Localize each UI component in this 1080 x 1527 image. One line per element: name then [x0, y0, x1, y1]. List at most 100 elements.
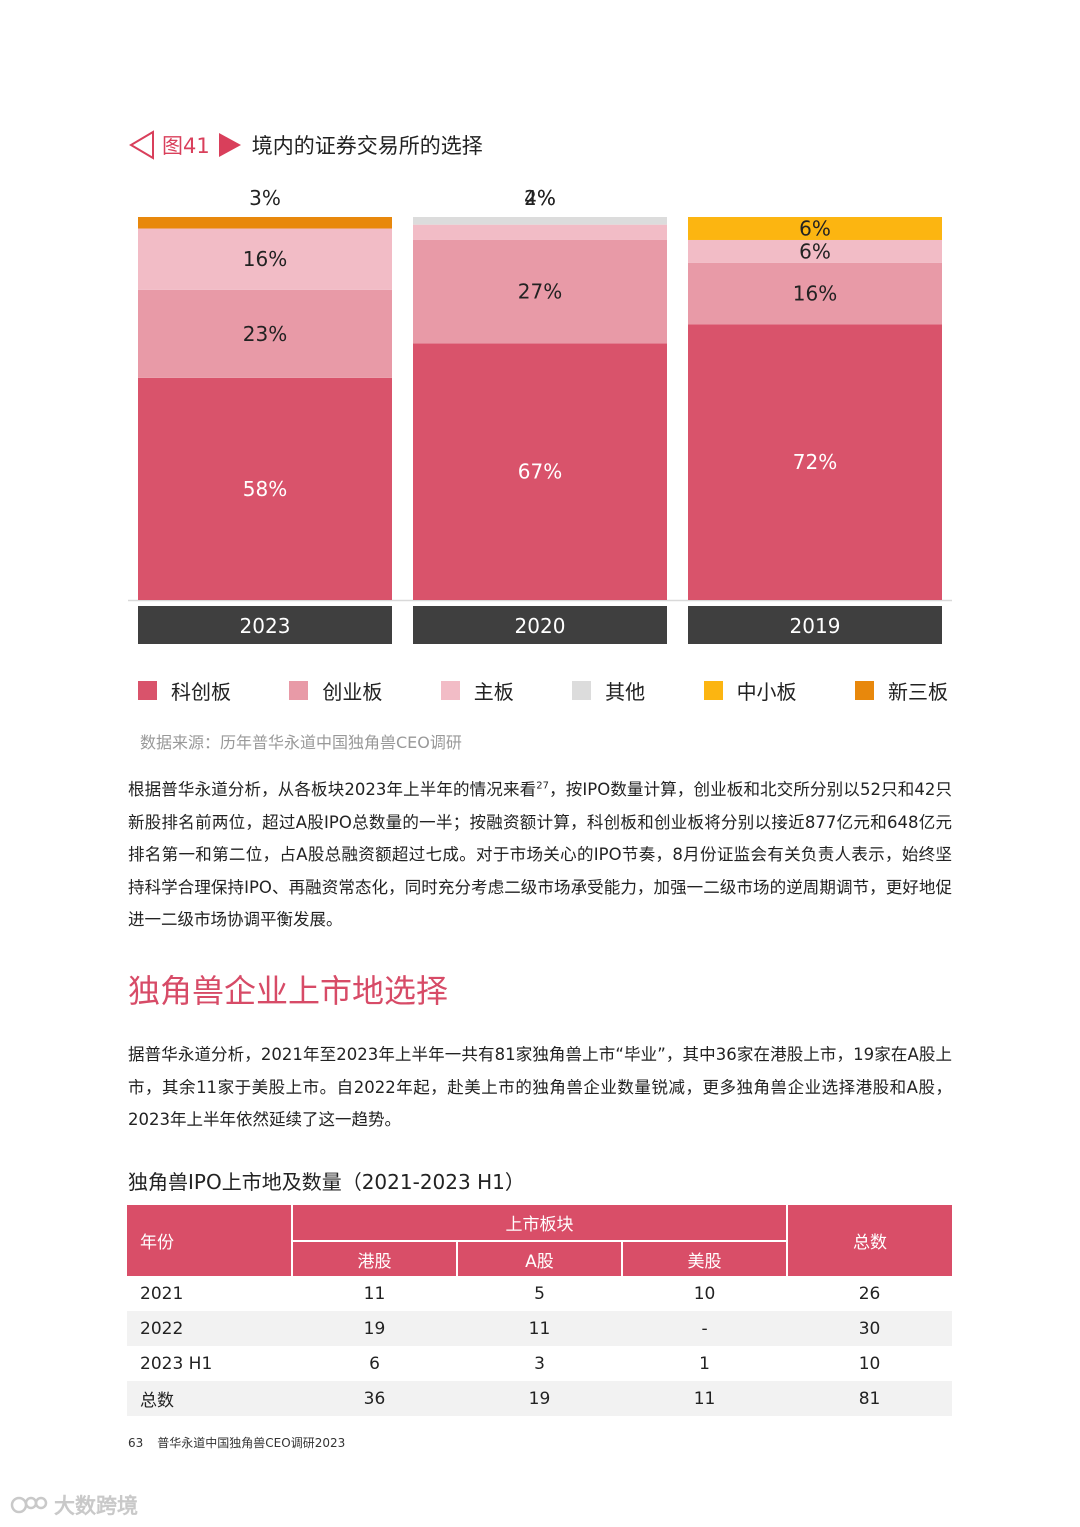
- para1-text-a: 根据普华永道分析，从各板块2023年上半年的情况来看: [128, 780, 537, 799]
- cell-hk: 11: [363, 1283, 386, 1304]
- footnote-ref: 27: [536, 780, 549, 792]
- category-box: [138, 606, 392, 644]
- bar-segment: [138, 377, 392, 600]
- cell-total: 30: [787, 1311, 953, 1346]
- cell-total: 81: [787, 1381, 953, 1416]
- outline-triangle-icon: [129, 130, 154, 160]
- solid-triangle-icon: [218, 133, 241, 157]
- legend-item: 主板: [440, 676, 514, 705]
- legend-swatch: [440, 681, 460, 700]
- data-label: 6%: [799, 239, 831, 263]
- bar-segment: [688, 239, 942, 263]
- page-number: 63: [128, 1436, 144, 1450]
- legend-swatch: [854, 681, 874, 700]
- header-group: 上市板块: [290, 1205, 788, 1242]
- legend-label: 新三板: [887, 680, 948, 704]
- bar-segment: [138, 217, 392, 229]
- legend-item: 新三板: [854, 676, 948, 705]
- data-label: 27%: [518, 280, 562, 304]
- table-title: 独角兽IPO上市地及数量（2021-2023 H1）: [128, 1170, 525, 1194]
- section-title: 独角兽企业上市地选择: [128, 972, 449, 1010]
- legend-label: 创业板: [322, 680, 383, 704]
- bar-segment: [413, 217, 667, 225]
- table-row: 2022 19 11 - 30: [127, 1311, 953, 1346]
- watermark-logo-icon: [10, 1496, 48, 1514]
- cell-a: 3: [534, 1353, 545, 1374]
- bar-segment: [688, 217, 942, 240]
- legend-swatch: [138, 681, 157, 700]
- data-label: 4%: [524, 186, 556, 210]
- cell-total: 10: [858, 1353, 881, 1374]
- paragraph-listing: 据普华永道分析，2021年至2023年上半年一共有81家独角兽上市“毕业”，其中…: [128, 1045, 952, 1129]
- figure-title: 境内的证券交易所的选择: [251, 134, 483, 158]
- chart-legend: 科创板 创业板 主板 其他 中小板 新三板: [138, 676, 948, 705]
- cell-year: 总数: [127, 1381, 292, 1416]
- legend-label: 中小板: [736, 680, 797, 704]
- watermark: 大数跨境: [10, 1490, 138, 1520]
- cell-year: 2023 H1: [140, 1353, 213, 1374]
- data-label: 67%: [518, 460, 562, 484]
- legend-swatch: [572, 681, 592, 700]
- cell-a: 11: [457, 1311, 622, 1346]
- figure-header: 图41 境内的证券交易所的选择: [128, 128, 483, 162]
- cell-a: 19: [457, 1381, 622, 1416]
- data-label: 3%: [249, 186, 281, 210]
- legend-label: 科创板: [171, 680, 231, 704]
- data-source: 数据来源：历年普华永道中国独角兽CEO调研: [140, 733, 462, 752]
- header-a: A股: [456, 1241, 622, 1276]
- category-label: 2019: [790, 614, 841, 638]
- header-hk: 港股: [291, 1241, 457, 1276]
- legend-item: 其他: [572, 676, 645, 705]
- category-label: 2020: [515, 614, 566, 638]
- legend-item: 创业板: [289, 676, 382, 705]
- cell-us: 11: [622, 1381, 788, 1416]
- legend-label: 其他: [605, 680, 646, 704]
- bar-segment: [138, 289, 392, 378]
- para1-text-b: ，按IPO数量计算，创业板和北交所分别以52只和42只新股排名前两位，超过A股I…: [128, 780, 952, 929]
- legend-swatch: [289, 681, 309, 700]
- category-box: [413, 606, 667, 644]
- bar-segment: [413, 224, 667, 240]
- bar-segment: [138, 228, 392, 290]
- header-year: 年份: [127, 1205, 292, 1276]
- bar-segment: [413, 343, 667, 600]
- cell-year: 2022: [127, 1311, 292, 1346]
- cell-year: 2021: [140, 1283, 184, 1304]
- page-footer: 63 普华永道中国独角兽CEO调研2023: [128, 1434, 345, 1451]
- legend-label: 主板: [473, 680, 514, 704]
- paragraph-analysis: 根据普华永道分析，从各板块2023年上半年的情况来看27，按IPO数量计算，创业…: [128, 774, 952, 937]
- bar-segment: [413, 239, 667, 344]
- cell-us: 1: [699, 1353, 710, 1374]
- cell-us: 10: [693, 1283, 716, 1304]
- table-row: 总数 36 19 11 81: [127, 1381, 953, 1416]
- data-label: 16%: [793, 282, 837, 306]
- data-label: 58%: [243, 477, 287, 501]
- watermark-text: 大数跨境: [54, 1494, 138, 1518]
- cell-a: 5: [534, 1283, 545, 1304]
- data-label: 72%: [793, 450, 837, 474]
- cell-hk: 6: [369, 1353, 380, 1374]
- legend-item: 科创板: [138, 676, 231, 705]
- data-label: 2%: [524, 186, 556, 210]
- table-row: 2021 11 5 10 26: [127, 1276, 952, 1311]
- category-box: [688, 606, 942, 644]
- footer-text: 普华永道中国独角兽CEO调研2023: [157, 1436, 346, 1450]
- ipo-table: 年份 上市板块 总数 港股 A股 美股 2021 11 5 10 26 2022…: [127, 1205, 953, 1416]
- table-row: 2023 H1 6 3 1 10: [127, 1346, 952, 1381]
- stacked-bar-chart: 58% 23% 16% 3% 2023 67% 27% 4%2% 2020 72% 16% 6%6% 2…: [128, 186, 952, 644]
- data-label: 16%: [243, 247, 287, 271]
- bar-segment: [688, 324, 942, 600]
- data-label: 6%: [799, 216, 831, 240]
- figure-number: 图41: [162, 134, 210, 158]
- cell-us: -: [622, 1311, 788, 1346]
- legend-item: 中小板: [703, 676, 797, 705]
- cell-hk: 19: [292, 1311, 457, 1346]
- category-label: 2023: [240, 614, 291, 638]
- header-total: 总数: [786, 1205, 953, 1276]
- legend-swatch: [703, 681, 723, 700]
- data-label: 23%: [243, 322, 287, 346]
- bar-segment: [688, 262, 942, 325]
- cell-hk: 36: [292, 1381, 457, 1416]
- header-us: 美股: [620, 1241, 788, 1276]
- cell-total: 26: [858, 1283, 881, 1304]
